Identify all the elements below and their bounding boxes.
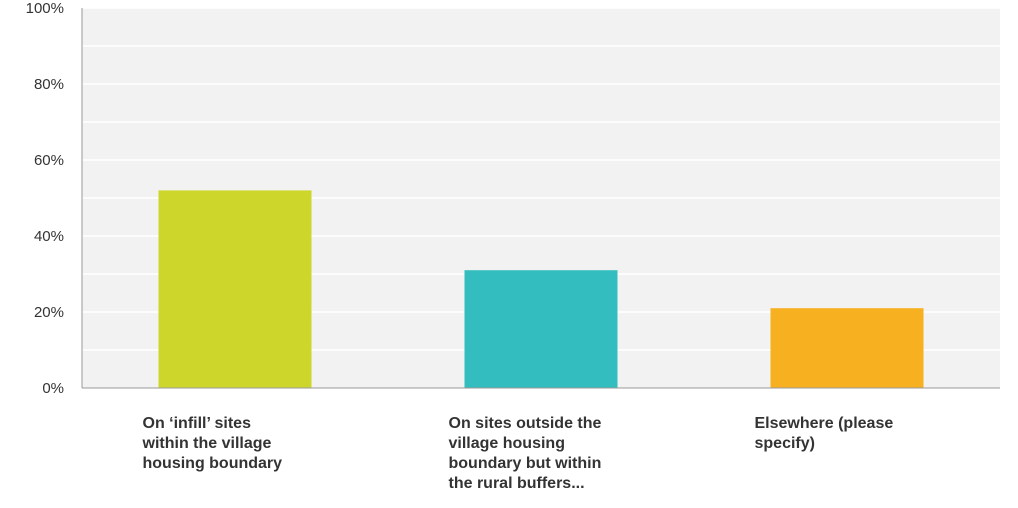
y-tick-label: 20%: [34, 304, 64, 321]
x-category-label-line: village housing: [448, 435, 565, 452]
y-tick-label: 40%: [34, 228, 64, 245]
x-category-label-line: within the village: [142, 435, 272, 452]
x-category-label-line: On sites outside the: [448, 415, 602, 432]
x-category-label: Elsewhere (please specify): [755, 414, 955, 454]
y-tick-label: 60%: [34, 152, 64, 169]
x-category-label-line: Elsewhere (please: [754, 415, 894, 432]
x-category-label: On sites outside the village housing bound…: [449, 414, 649, 494]
bar: [158, 190, 312, 388]
x-category-label-line: boundary but within: [448, 455, 602, 472]
x-category-label-line: the rural buffers...: [448, 475, 585, 492]
bar: [464, 270, 618, 388]
x-category-label: On ‘infill’ sites within the village housi…: [143, 414, 343, 474]
bar: [770, 308, 924, 388]
y-tick-label: 0%: [42, 380, 64, 397]
y-tick-label: 100%: [26, 0, 64, 17]
x-category-label-line: specify): [754, 435, 815, 452]
y-tick-label: 80%: [34, 76, 64, 93]
x-category-label-line: On ‘infill’ sites: [142, 415, 251, 432]
x-category-label-line: housing boundary: [142, 455, 283, 472]
